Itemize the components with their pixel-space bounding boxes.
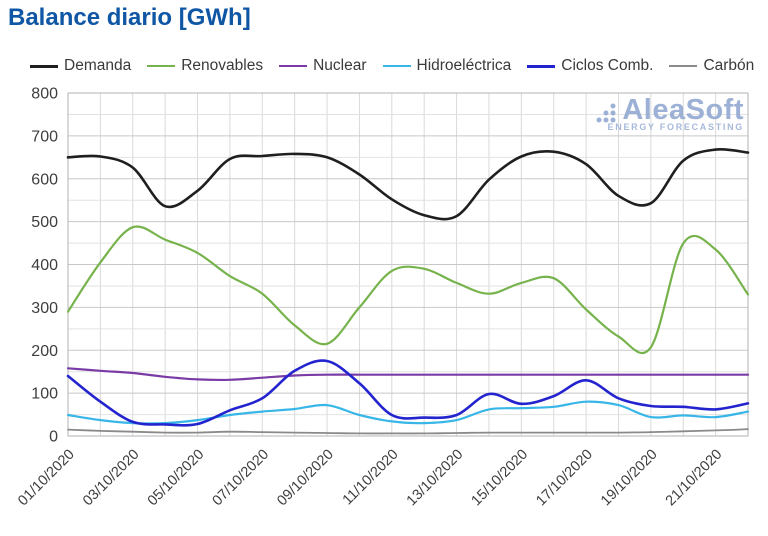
series-lines <box>66 148 750 435</box>
x-tick-label: 13/10/2020 <box>404 447 467 510</box>
y-tick-label: 0 <box>49 429 58 446</box>
legend-label: Renovables <box>181 57 264 74</box>
legend-label: Hidroeléctrica <box>416 57 512 74</box>
legend-item-demanda: Demanda <box>30 57 131 75</box>
plot-border <box>67 92 749 437</box>
y-tick-label: 600 <box>31 171 58 188</box>
legend-line-swatch <box>382 65 411 67</box>
x-tick-label: 17/10/2020 <box>533 447 596 510</box>
legend-item-hidroelectrica: Hidroeléctrica <box>382 57 512 75</box>
series-carb-n <box>67 428 749 435</box>
legend-label: Carbón <box>703 57 755 74</box>
series-renovables <box>66 225 750 355</box>
x-axis-labels: 01/10/2020 03/10/2020 05/10/2020 07/10/2020… <box>15 447 725 510</box>
chart-legend: Demanda Renovables Nuclear Hidroeléctric… <box>30 57 754 75</box>
x-tick-label: 19/10/2020 <box>598 447 661 510</box>
x-tick-label: 01/10/2020 <box>15 447 78 510</box>
y-tick-label: 200 <box>31 343 58 360</box>
legend-label: Nuclear <box>313 57 367 74</box>
series-demanda <box>66 148 750 221</box>
legend-line-swatch <box>527 64 556 68</box>
chart-title: Balance diario [GWh] <box>8 4 251 31</box>
x-tick-label: 07/10/2020 <box>209 447 272 510</box>
series-hidroel-ctrica <box>66 400 750 425</box>
legend-line-swatch <box>279 65 308 67</box>
y-tick-label: 700 <box>31 128 58 145</box>
y-tick-label: 400 <box>31 257 58 274</box>
legend-item-renovables: Renovables <box>147 57 263 75</box>
y-tick-label: 500 <box>31 214 58 231</box>
legend-line-swatch <box>669 65 698 67</box>
legend-item-nuclear: Nuclear <box>279 57 367 75</box>
series-nuclear <box>66 367 750 382</box>
y-axis-labels: 0 100 200 300 400 500 600 700 800 <box>31 86 58 446</box>
legend-line-swatch <box>147 65 176 67</box>
series-ciclos-comb <box>66 359 750 427</box>
gridlines <box>67 92 749 437</box>
y-tick-label: 100 <box>31 386 58 403</box>
x-tick-label: 03/10/2020 <box>80 447 143 510</box>
y-tick-label: 800 <box>31 86 58 103</box>
x-tick-label: 09/10/2020 <box>274 447 337 510</box>
legend-line-swatch <box>30 64 58 68</box>
x-tick-label: 21/10/2020 <box>663 447 726 510</box>
y-tick-label: 300 <box>31 300 58 317</box>
x-tick-label: 11/10/2020 <box>340 447 402 509</box>
legend-label: Demanda <box>64 57 132 74</box>
legend-item-ciclos-comb: Ciclos Comb. <box>527 57 653 75</box>
legend-label: Ciclos Comb. <box>561 57 654 74</box>
x-tick-label: 05/10/2020 <box>145 447 208 510</box>
x-tick-label: 15/10/2020 <box>469 447 532 510</box>
legend-item-carbon: Carbón <box>669 57 754 75</box>
